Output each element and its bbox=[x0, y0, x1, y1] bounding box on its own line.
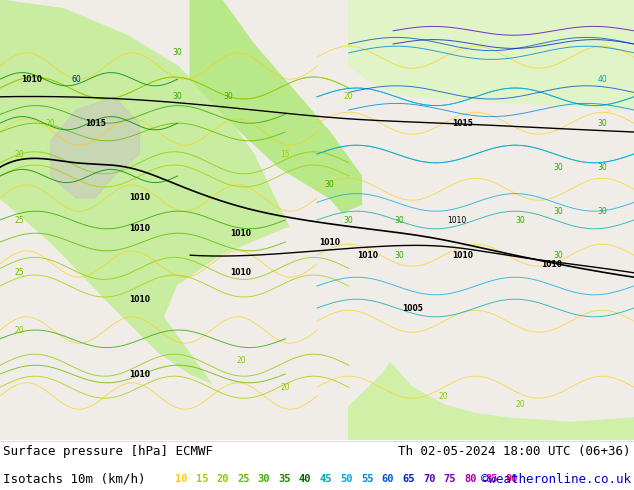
Text: 55: 55 bbox=[361, 474, 373, 484]
Text: 30: 30 bbox=[553, 163, 563, 172]
Text: 30: 30 bbox=[172, 92, 183, 101]
Text: Th 02-05-2024 18:00 UTC (06+36): Th 02-05-2024 18:00 UTC (06+36) bbox=[399, 444, 631, 458]
Text: 20: 20 bbox=[515, 400, 525, 409]
Text: 1010: 1010 bbox=[21, 74, 42, 84]
Text: 30: 30 bbox=[597, 163, 607, 172]
Text: Surface pressure [hPa] ECMWF: Surface pressure [hPa] ECMWF bbox=[3, 444, 213, 458]
Text: 1010: 1010 bbox=[452, 251, 474, 260]
Text: 30: 30 bbox=[394, 251, 404, 260]
Text: 25: 25 bbox=[14, 216, 24, 224]
Text: 30: 30 bbox=[172, 49, 183, 57]
Text: 85: 85 bbox=[485, 474, 498, 484]
Text: 1010: 1010 bbox=[129, 224, 150, 233]
Polygon shape bbox=[349, 308, 634, 440]
Text: 40: 40 bbox=[597, 74, 607, 84]
Text: 20: 20 bbox=[46, 119, 56, 128]
Text: 90: 90 bbox=[505, 474, 518, 484]
Text: 20: 20 bbox=[14, 149, 24, 158]
Text: 50: 50 bbox=[340, 474, 353, 484]
Text: 1015: 1015 bbox=[85, 119, 105, 128]
Polygon shape bbox=[190, 0, 361, 229]
Text: 1005: 1005 bbox=[402, 303, 422, 313]
Text: 30: 30 bbox=[515, 216, 525, 224]
Text: 30: 30 bbox=[257, 474, 270, 484]
Polygon shape bbox=[51, 97, 139, 198]
Polygon shape bbox=[349, 0, 634, 110]
Text: 45: 45 bbox=[320, 474, 332, 484]
Text: 1015: 1015 bbox=[453, 119, 473, 128]
Text: 1010: 1010 bbox=[447, 216, 466, 224]
Text: 10: 10 bbox=[175, 474, 188, 484]
Text: 25: 25 bbox=[14, 269, 24, 277]
Text: 30: 30 bbox=[223, 92, 233, 101]
Text: 25: 25 bbox=[237, 474, 250, 484]
Text: 1010: 1010 bbox=[129, 294, 150, 304]
Polygon shape bbox=[165, 198, 431, 418]
Text: 15: 15 bbox=[196, 474, 208, 484]
Polygon shape bbox=[0, 0, 330, 405]
Text: 1010: 1010 bbox=[541, 260, 562, 269]
Text: 70: 70 bbox=[423, 474, 436, 484]
Text: 60: 60 bbox=[71, 74, 81, 84]
Text: 35: 35 bbox=[278, 474, 291, 484]
Text: 1010: 1010 bbox=[129, 369, 150, 378]
Text: 1010: 1010 bbox=[357, 251, 378, 260]
Text: 15: 15 bbox=[280, 149, 290, 158]
Text: 40: 40 bbox=[299, 474, 311, 484]
Text: 1010: 1010 bbox=[230, 229, 252, 238]
Text: 80: 80 bbox=[464, 474, 477, 484]
Text: 20: 20 bbox=[216, 474, 229, 484]
Text: 30: 30 bbox=[344, 216, 354, 224]
Text: 20: 20 bbox=[439, 392, 449, 400]
Text: 1010: 1010 bbox=[230, 269, 252, 277]
Text: 30: 30 bbox=[597, 207, 607, 216]
Text: Isotachs 10m (km/h): Isotachs 10m (km/h) bbox=[3, 472, 145, 486]
Text: 1010: 1010 bbox=[319, 238, 340, 246]
Text: 65: 65 bbox=[402, 474, 415, 484]
Text: 20: 20 bbox=[236, 356, 246, 366]
Text: 30: 30 bbox=[394, 216, 404, 224]
Text: 30: 30 bbox=[597, 119, 607, 128]
Text: 30: 30 bbox=[553, 251, 563, 260]
Text: 20: 20 bbox=[344, 92, 354, 101]
Text: ©weatheronline.co.uk: ©weatheronline.co.uk bbox=[481, 472, 631, 486]
Text: 30: 30 bbox=[325, 180, 335, 189]
Text: 20: 20 bbox=[14, 325, 24, 335]
Text: 60: 60 bbox=[382, 474, 394, 484]
Text: 20: 20 bbox=[280, 383, 290, 392]
Text: 1010: 1010 bbox=[129, 194, 150, 202]
Text: 30: 30 bbox=[553, 207, 563, 216]
Text: 75: 75 bbox=[444, 474, 456, 484]
